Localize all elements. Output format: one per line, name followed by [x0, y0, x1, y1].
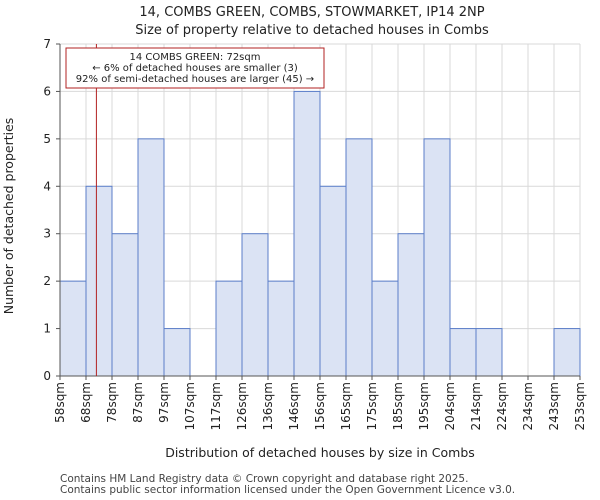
y-tick-label: 6 [43, 84, 51, 98]
y-tick-label: 7 [43, 37, 51, 51]
histogram-bar [241, 233, 269, 377]
annotation-line: ← 6% of detached houses are smaller (3) [92, 63, 298, 74]
histogram-bar [215, 280, 243, 377]
x-tick-label: 214sqm [469, 382, 483, 430]
histogram-bar [397, 233, 425, 377]
histogram-bar [475, 328, 503, 377]
property-marker: 14 COMBS GREEN: 72sqm← 6% of detached ho… [65, 44, 325, 376]
y-tick-label: 1 [43, 322, 51, 336]
x-tick-label: 243sqm [547, 382, 561, 430]
histogram-bar [293, 90, 321, 377]
y-tick-label: 3 [43, 227, 51, 241]
y-ticks: 0 1 2 3 4 5 6 7 [43, 37, 60, 383]
histogram-bar [85, 185, 113, 377]
y-tick-label: 4 [43, 179, 51, 193]
histogram-bar [449, 328, 477, 377]
histogram-bar [59, 280, 87, 377]
x-tick-label: 175sqm [365, 382, 379, 430]
y-tick-label: 0 [43, 369, 51, 383]
x-tick-label: 78sqm [105, 382, 119, 423]
annotation-line: 92% of semi-detached houses are larger (… [76, 74, 314, 85]
x-tick-label: 68sqm [79, 382, 93, 423]
y-tick-label: 5 [43, 132, 51, 146]
x-tick-label: 185sqm [391, 382, 405, 430]
histogram-bar [137, 138, 165, 377]
chart-subtitle: Size of property relative to detached ho… [135, 23, 489, 38]
x-tick-label: 58sqm [53, 382, 67, 423]
x-tick-label: 204sqm [443, 382, 457, 430]
footer-copyright: Contains HM Land Registry data © Crown c… [60, 473, 469, 485]
bars-group [59, 90, 581, 377]
x-tick-label: 234sqm [521, 382, 535, 430]
x-tick-label: 126sqm [235, 382, 249, 430]
histogram-bar [163, 328, 191, 377]
x-axis-label: Distribution of detached houses by size … [165, 445, 475, 460]
x-tick-label: 107sqm [183, 382, 197, 430]
chart-title: 14, COMBS GREEN, COMBS, STOWMARKET, IP14… [139, 5, 484, 20]
x-tick-label: 136sqm [261, 382, 275, 430]
y-tick-label: 2 [43, 274, 51, 288]
annotation-line: 14 COMBS GREEN: 72sqm [130, 52, 261, 63]
y-axis-label: Number of detached properties [1, 118, 16, 315]
x-tick-label: 87sqm [131, 382, 145, 423]
x-tick-label: 253sqm [573, 382, 587, 430]
x-tick-label: 165sqm [339, 382, 353, 430]
x-ticks: 58sqm 68sqm 78sqm 87sqm 97sqm 107sqm 117sqm 126… [53, 376, 587, 430]
annotation-box [65, 47, 325, 89]
histogram-bar [345, 138, 373, 377]
x-tick-label: 97sqm [157, 382, 171, 423]
histogram-bar [111, 233, 139, 377]
histogram-bar [371, 280, 399, 377]
histogram-bar [553, 328, 581, 377]
footer-licence: Contains public sector information licen… [60, 484, 516, 496]
x-tick-label: 224sqm [495, 382, 509, 430]
histogram-bar [267, 280, 295, 377]
x-tick-label: 117sqm [209, 382, 223, 430]
x-tick-label: 156sqm [313, 382, 327, 430]
histogram-bar [319, 185, 347, 377]
histogram-bar [423, 138, 451, 377]
x-tick-label: 195sqm [417, 382, 431, 430]
x-tick-label: 146sqm [287, 382, 301, 430]
